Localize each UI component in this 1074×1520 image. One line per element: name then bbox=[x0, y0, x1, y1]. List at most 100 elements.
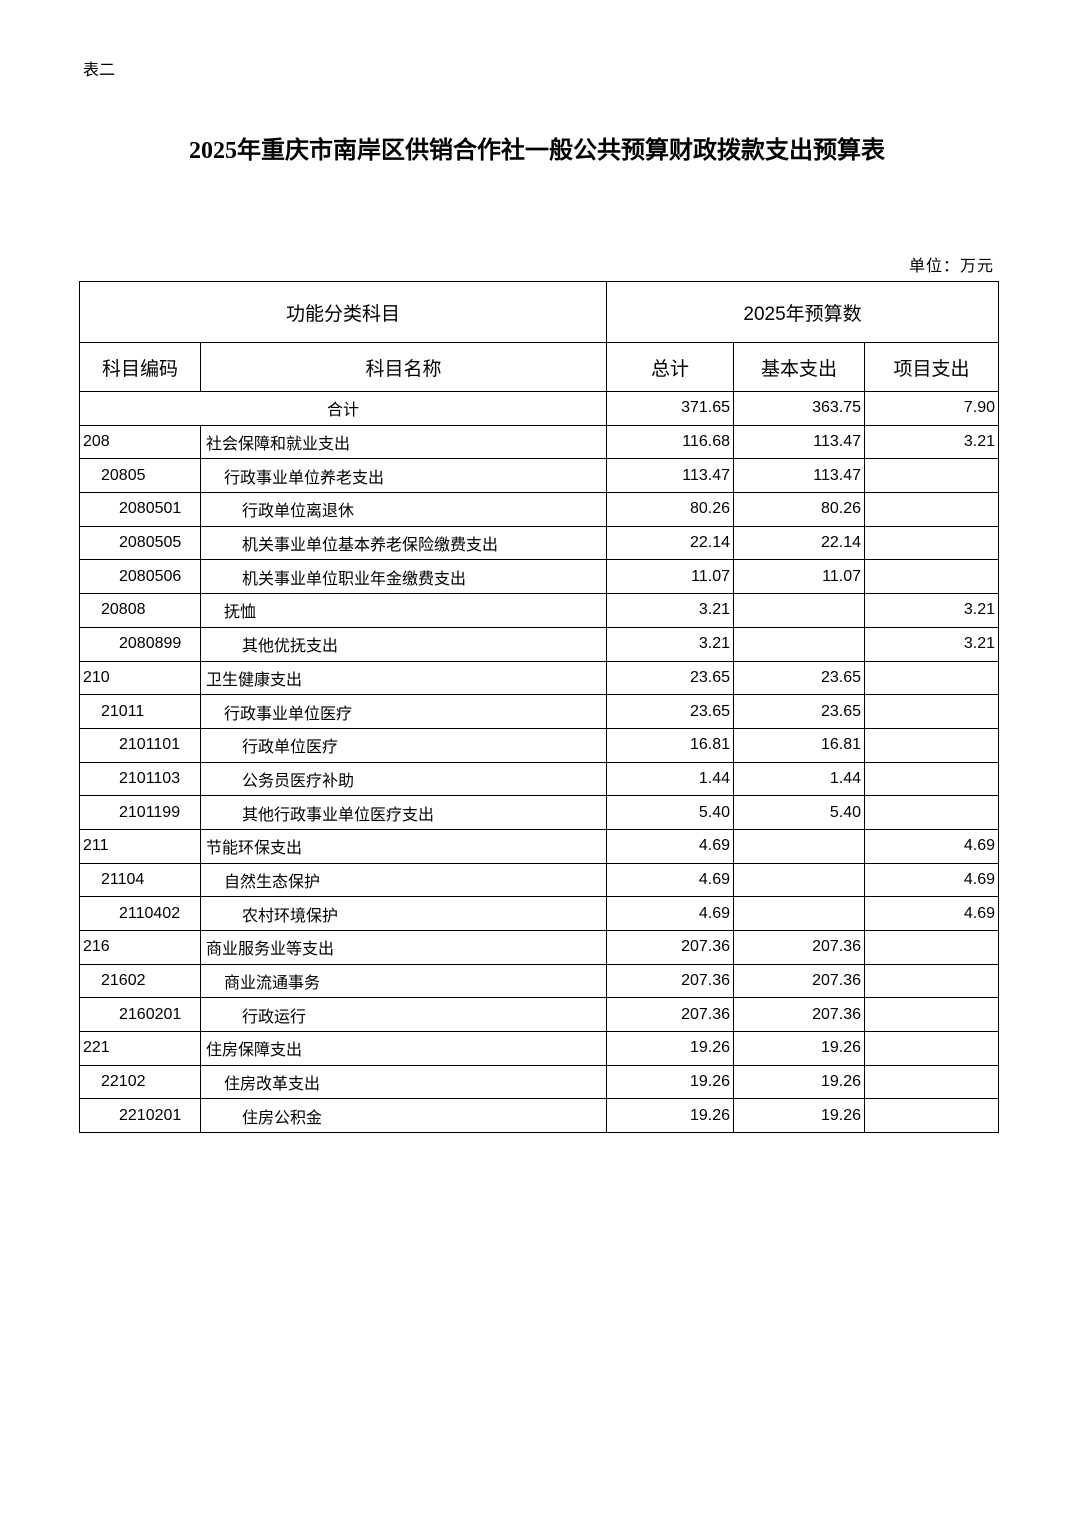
cell-basic bbox=[733, 626, 866, 662]
header-functional-classification: 功能分类科目 bbox=[78, 281, 608, 343]
cell-basic: 23.65 bbox=[733, 694, 866, 729]
cell-project: 4.69 bbox=[864, 862, 1000, 898]
table-row: 2101199 其他行政事业单位医疗支出 5.40 5.40 bbox=[79, 795, 1000, 830]
cell-basic: 207.36 bbox=[733, 963, 866, 999]
table-row: 216 商业服务业等支出 207.36 207.36 bbox=[79, 930, 1000, 965]
cell-total: 116.68 bbox=[606, 424, 735, 460]
table-row: 21602 商业流通事务 207.36 207.36 bbox=[79, 963, 1000, 999]
budget-table: 功能分类科目 2025年预算数 科目编码 科目名称 总计 基本支出 项目支出 合… bbox=[78, 281, 1000, 1134]
cell-name: 行政事业单位养老支出 bbox=[199, 458, 608, 494]
cell-name: 公务员医疗补助 bbox=[199, 761, 608, 797]
cell-code: 2160201 bbox=[79, 997, 201, 1033]
cell-name: 其他优抚支出 bbox=[199, 626, 608, 662]
header-code: 科目编码 bbox=[79, 342, 201, 392]
cell-code: 21011 bbox=[79, 694, 201, 729]
cell-total: 4.69 bbox=[606, 862, 735, 898]
cell-project bbox=[864, 761, 1000, 797]
table-row: 21104 自然生态保护 4.69 4.69 bbox=[79, 862, 1000, 898]
cell-total: 23.65 bbox=[606, 694, 735, 729]
unit-label: 单位：万元 bbox=[908, 258, 994, 275]
table-row: 221 住房保障支出 19.26 19.26 bbox=[79, 1031, 1000, 1066]
cell-project bbox=[864, 458, 1000, 494]
cell-name: 机关事业单位职业年金缴费支出 bbox=[199, 559, 608, 595]
cell-name: 商业流通事务 bbox=[199, 963, 608, 999]
header-name: 科目名称 bbox=[199, 342, 608, 392]
cell-total: 19.26 bbox=[606, 1064, 735, 1100]
cell-code: 22102 bbox=[79, 1064, 201, 1100]
cell-total: 207.36 bbox=[606, 930, 735, 965]
cell-name: 抚恤 bbox=[199, 593, 608, 628]
total-basic: 363.75 bbox=[733, 391, 866, 426]
header-project: 项目支出 bbox=[864, 342, 1000, 392]
cell-basic bbox=[733, 896, 866, 931]
total-total: 371.65 bbox=[606, 391, 735, 426]
cell-total: 113.47 bbox=[606, 458, 735, 494]
cell-name: 其他行政事业单位医疗支出 bbox=[199, 795, 608, 830]
cell-project: 4.69 bbox=[864, 896, 1000, 931]
cell-project: 4.69 bbox=[864, 828, 1000, 864]
table-row: 2080501 行政单位离退休 80.26 80.26 bbox=[79, 492, 1000, 527]
header-row-group: 功能分类科目 2025年预算数 bbox=[78, 281, 1000, 343]
cell-total: 1.44 bbox=[606, 761, 735, 797]
cell-project bbox=[864, 930, 1000, 965]
table-row: 210 卫生健康支出 23.65 23.65 bbox=[79, 660, 1000, 696]
cell-project bbox=[864, 727, 1000, 763]
total-label: 合计 bbox=[78, 391, 608, 426]
cell-basic: 19.26 bbox=[733, 1098, 866, 1134]
cell-project bbox=[864, 1064, 1000, 1100]
cell-project bbox=[864, 1031, 1000, 1066]
header-total: 总计 bbox=[606, 342, 735, 392]
cell-name: 卫生健康支出 bbox=[199, 660, 608, 696]
cell-code: 221 bbox=[79, 1031, 201, 1066]
cell-name: 机关事业单位基本养老保险缴费支出 bbox=[199, 525, 608, 561]
cell-code: 2101103 bbox=[79, 761, 201, 797]
total-row: 合计 371.65 363.75 7.90 bbox=[78, 391, 1000, 426]
cell-basic: 23.65 bbox=[733, 660, 866, 696]
table-row: 2160201 行政运行 207.36 207.36 bbox=[79, 997, 1000, 1033]
cell-basic: 22.14 bbox=[733, 525, 866, 561]
cell-code: 20808 bbox=[79, 593, 201, 628]
table-row: 20805 行政事业单位养老支出 113.47 113.47 bbox=[79, 458, 1000, 494]
cell-project bbox=[864, 963, 1000, 999]
cell-project bbox=[864, 795, 1000, 830]
cell-name: 节能环保支出 bbox=[199, 828, 608, 864]
table-row: 22102 住房改革支出 19.26 19.26 bbox=[79, 1064, 1000, 1100]
cell-total: 5.40 bbox=[606, 795, 735, 830]
cell-total: 19.26 bbox=[606, 1098, 735, 1134]
cell-basic: 80.26 bbox=[733, 492, 866, 527]
cell-name: 商业服务业等支出 bbox=[199, 930, 608, 965]
cell-code: 2080899 bbox=[79, 626, 201, 662]
cell-total: 11.07 bbox=[606, 559, 735, 595]
table-row: 20808 抚恤 3.21 3.21 bbox=[79, 593, 1000, 628]
cell-name: 住房公积金 bbox=[199, 1098, 608, 1134]
cell-basic: 19.26 bbox=[733, 1064, 866, 1100]
cell-total: 22.14 bbox=[606, 525, 735, 561]
header-row-columns: 科目编码 科目名称 总计 基本支出 项目支出 bbox=[79, 342, 1000, 392]
cell-name: 自然生态保护 bbox=[199, 862, 608, 898]
cell-basic: 113.47 bbox=[733, 458, 866, 494]
cell-name: 社会保障和就业支出 bbox=[199, 424, 608, 460]
cell-code: 216 bbox=[79, 930, 201, 965]
cell-basic bbox=[733, 862, 866, 898]
page-title: 2025年重庆市南岸区供销合作社一般公共预算财政拨款支出预算表 bbox=[189, 138, 885, 164]
cell-basic: 113.47 bbox=[733, 424, 866, 460]
cell-basic: 207.36 bbox=[733, 997, 866, 1033]
cell-name: 农村环境保护 bbox=[199, 896, 608, 931]
cell-basic: 207.36 bbox=[733, 930, 866, 965]
table-row: 211 节能环保支出 4.69 4.69 bbox=[79, 828, 1000, 864]
cell-code: 2080501 bbox=[79, 492, 201, 527]
cell-project bbox=[864, 997, 1000, 1033]
cell-project bbox=[864, 1098, 1000, 1134]
cell-total: 16.81 bbox=[606, 727, 735, 763]
cell-project bbox=[864, 525, 1000, 561]
table-row: 2101103 公务员医疗补助 1.44 1.44 bbox=[79, 761, 1000, 797]
cell-total: 207.36 bbox=[606, 963, 735, 999]
cell-project bbox=[864, 492, 1000, 527]
cell-basic: 5.40 bbox=[733, 795, 866, 830]
cell-code: 2101101 bbox=[79, 727, 201, 763]
cell-basic: 1.44 bbox=[733, 761, 866, 797]
table-row: 2080505 机关事业单位基本养老保险缴费支出 22.14 22.14 bbox=[79, 525, 1000, 561]
cell-total: 19.26 bbox=[606, 1031, 735, 1066]
cell-code: 210 bbox=[79, 660, 201, 696]
cell-basic: 11.07 bbox=[733, 559, 866, 595]
